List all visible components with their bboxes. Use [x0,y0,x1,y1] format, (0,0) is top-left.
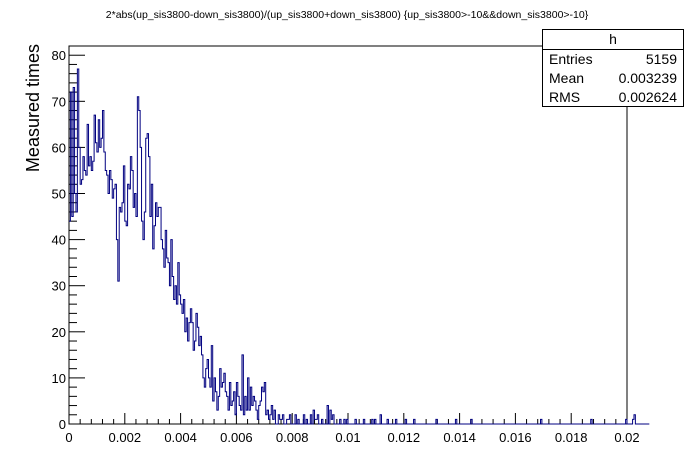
stats-label: Mean [549,70,585,86]
x-tick-label: 0.018 [555,430,588,445]
y-axis: 0 10 20 30 40 50 60 70 80 [52,45,85,432]
stats-label: Entries [549,51,593,67]
y-tick-label: 40 [52,233,66,248]
x-tick-label: 0.014 [443,430,476,445]
x-tick-label: 0.016 [499,430,532,445]
histogram-series [69,68,650,425]
x-tick-label: 0.01 [335,430,360,445]
chart-title: 2*abs(up_sis3800-down_sis3800)/(up_sis38… [106,9,589,21]
stats-label: RMS [549,89,581,105]
y-tick-label: 10 [52,371,66,386]
stats-value: 0.002624 [618,89,677,105]
x-tick-label: 0 [65,430,72,445]
y-tick-label: 60 [52,140,66,155]
x-tick-label: 0.004 [164,430,197,445]
stats-value: 5159 [645,51,677,67]
stats-row-entries: Entries 5159 [543,50,683,69]
y-tick-label: 70 [52,94,66,109]
y-tick-label: 20 [52,325,66,340]
stats-row-rms: RMS 0.002624 [543,88,683,107]
y-tick-label: 0 [59,417,66,432]
y-axis-label: Measured times [23,44,43,172]
stats-box-title: h [543,30,683,50]
x-tick-label: 0.012 [388,430,421,445]
stats-value: 0.003239 [618,70,677,86]
y-tick-label: 50 [52,187,66,202]
stats-row-mean: Mean 0.003239 [543,69,683,88]
y-tick-label: 30 [52,279,66,294]
x-tick-label: 0.008 [276,430,309,445]
stats-box: h Entries 5159 Mean 0.003239 RMS 0.00262… [542,29,684,107]
y-tick-label: 80 [52,48,66,63]
x-tick-label: 0.006 [220,430,253,445]
x-tick-label: 0.02 [614,430,639,445]
x-axis: 0 0.002 0.004 0.006 0.008 0.01 0.012 0.014 0.016… [65,413,640,445]
x-tick-label: 0.002 [109,430,142,445]
